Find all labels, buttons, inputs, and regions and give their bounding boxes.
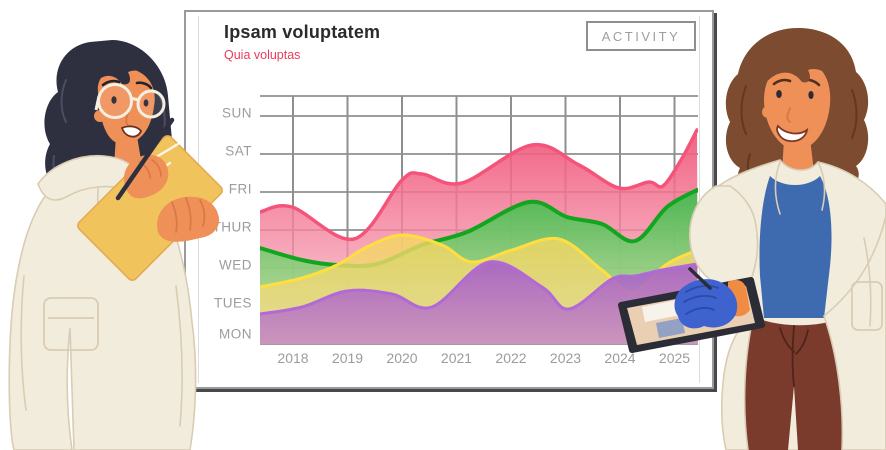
x-axis-label: 2022 [495, 350, 526, 366]
left-person-glasses-icon [94, 83, 166, 119]
right-person-coat-pocket [851, 281, 883, 331]
x-axis-label: 2023 [550, 350, 581, 366]
activity-area-chart: SUN SAT FRI THUR WED TUES MON 2018 2019 2020 2021 2… [213, 95, 698, 366]
left-person-coat-pocket [43, 297, 99, 351]
x-axis-label: 2020 [386, 350, 417, 366]
y-axis-label: SUN [222, 106, 252, 121]
y-axis-label: MON [219, 327, 252, 342]
area-series-purple [260, 261, 698, 344]
chart-title: Ipsam voluptatem [224, 22, 381, 42]
y-axis-label: WED [219, 258, 252, 273]
right-person-glove [674, 279, 738, 329]
tablet-screen-card [642, 299, 685, 322]
left-person-face [97, 67, 155, 145]
x-axis-label: 2019 [332, 350, 363, 366]
chart-panel: Ipsam voluptatem Quia voluptas ACTIVITY … [184, 10, 714, 389]
panel-inner-edge-right [699, 16, 700, 383]
activity-button[interactable]: ACTIVITY [586, 21, 696, 51]
axis-labels: SUN SAT FRI THUR WED TUES MON 2018 2019 2020 2021 2… [213, 106, 691, 366]
line-series-purple [260, 260, 698, 316]
right-person-coat-flap-left [721, 312, 756, 450]
right-person-face-features [772, 78, 821, 143]
right-person-lab-coat [688, 159, 886, 450]
left-person-pen-icon [115, 117, 175, 201]
left-person-clipboard-hand [157, 196, 220, 242]
chart-areas [260, 128, 698, 344]
left-person-hair-front [92, 55, 160, 88]
right-person-stylus-icon [688, 267, 712, 290]
chart-subtitle: Quia voluptas [224, 48, 301, 62]
y-axis-label: FRI [229, 182, 252, 197]
right-person [618, 28, 886, 450]
line-series-pink [260, 128, 698, 241]
right-person-pants [741, 316, 850, 450]
x-axis-label: 2024 [604, 350, 635, 366]
right-person-shirt-chest [759, 176, 832, 318]
y-axis-label: TUES [214, 296, 252, 311]
x-axis-label: 2018 [277, 350, 308, 366]
left-person-face-features [101, 79, 153, 138]
left-person [8, 40, 223, 450]
y-axis-label: SAT [225, 144, 252, 159]
right-person-ear [762, 106, 774, 118]
y-axis-label: THUR [213, 220, 253, 235]
x-axis-label: 2025 [659, 350, 690, 366]
tablet-screen-tile [656, 318, 685, 338]
x-axis-label: 2021 [441, 350, 472, 366]
